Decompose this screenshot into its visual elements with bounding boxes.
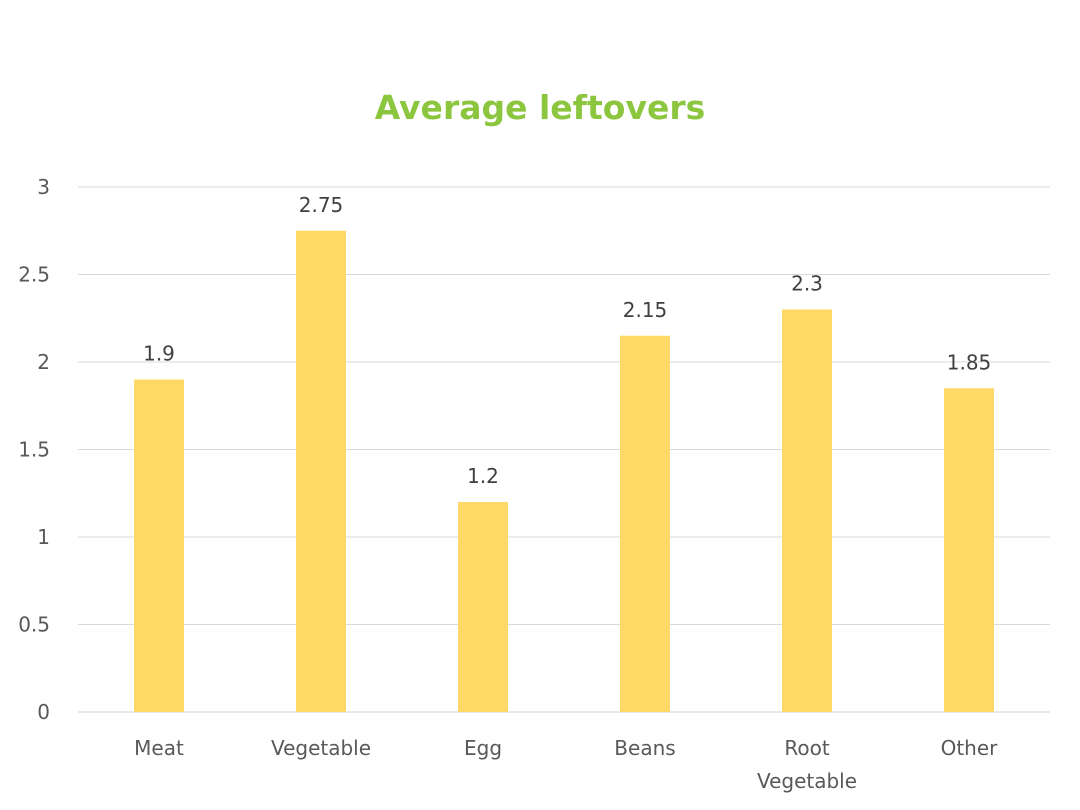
y-tick-label: 2 [37,350,50,374]
data-label: 1.85 [947,350,992,374]
y-tick-label: 1.5 [18,438,50,462]
data-label: 1.9 [143,342,175,366]
bar [944,388,994,712]
data-label: 2.3 [791,272,823,296]
data-label: 2.75 [299,193,344,217]
x-category-label: Egg [464,736,502,760]
x-category-label: Vegetable [271,736,371,760]
y-axis-ticks: 0 0.5 1 1.5 2 2.5 3 [18,175,50,724]
data-labels: 1.9 2.75 1.2 2.15 2.3 1.85 [143,193,991,488]
data-label: 1.2 [467,464,499,488]
y-tick-label: 3 [37,175,50,199]
y-tick-label: 1 [37,525,50,549]
bar [134,379,184,712]
y-tick-label: 0 [37,700,50,724]
x-category-label-line: Egg [464,736,502,760]
bar [782,309,832,712]
y-tick-label: 2.5 [18,263,50,287]
x-category-label-line: Vegetable [271,736,371,760]
chart-title: Average leftovers [374,88,706,127]
x-category-label-line: Vegetable [757,769,857,793]
x-axis-categories: Meat Vegetable Egg Beans Root Vegetable Other [134,736,998,793]
x-category-label: Root Vegetable [757,736,857,793]
y-tick-label: 0.5 [18,613,50,637]
x-category-label-line: Meat [134,736,184,760]
x-category-label: Other [941,736,999,760]
x-category-label: Beans [614,736,675,760]
bar [620,335,670,712]
bars [134,230,994,712]
gridlines [78,186,1050,713]
x-category-label-line: Beans [614,736,675,760]
x-category-label-line: Root [784,736,829,760]
data-label: 2.15 [623,298,668,322]
x-category-label-line: Other [941,736,999,760]
bar [296,230,346,712]
x-category-label: Meat [134,736,184,760]
bar [458,502,508,712]
